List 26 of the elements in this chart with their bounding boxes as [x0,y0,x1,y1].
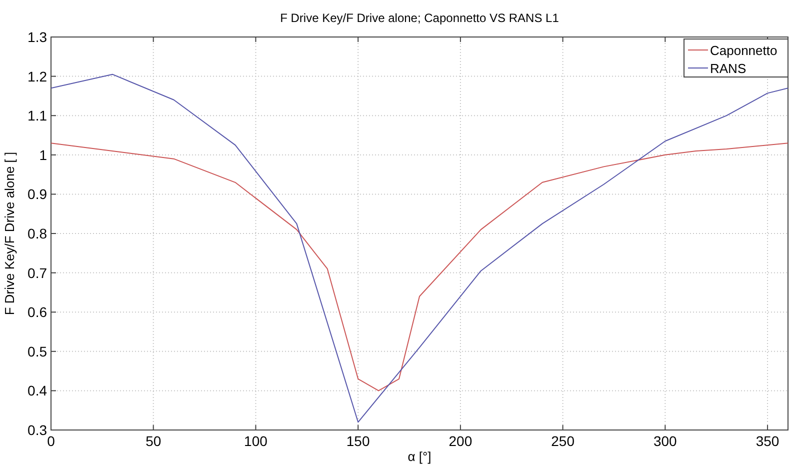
x-tick-label: 250 [551,433,575,449]
line-series [51,74,788,423]
y-tick-label: 0.9 [28,186,48,202]
x-tick-label: 150 [346,433,370,449]
chart-title: F Drive Key/F Drive alone; Caponnetto VS RANS L1 [280,11,560,25]
x-axis-title: α [°] [408,449,432,464]
y-tick-label: 0.4 [28,382,48,399]
y-tick-label: 0.6 [28,304,48,320]
y-tick-label: 1.1 [28,108,48,124]
y-tick-label: 0.8 [28,226,48,242]
x-tick-label: 350 [756,433,780,449]
legend-label: Caponnetto [710,43,778,58]
x-tick-label: 50 [146,433,162,449]
x-tick-label: 200 [448,433,472,449]
y-tick-label: 1.3 [28,29,48,45]
x-tick-label: 100 [244,433,268,449]
y-tick-label: 0.7 [28,264,48,281]
y-tick-label: 0.5 [28,343,48,360]
legend-label: RANS [710,61,746,76]
y-tick-label: 1 [39,146,48,163]
line-series [51,142,788,392]
y-tick-label: 0.3 [28,422,48,438]
y-axis-title: F Drive Key/F Drive alone [ ] [2,152,17,316]
y-tick-label: 1.2 [28,68,48,84]
x-tick-label: 0 [47,433,56,449]
x-tick-label: 300 [653,433,678,449]
